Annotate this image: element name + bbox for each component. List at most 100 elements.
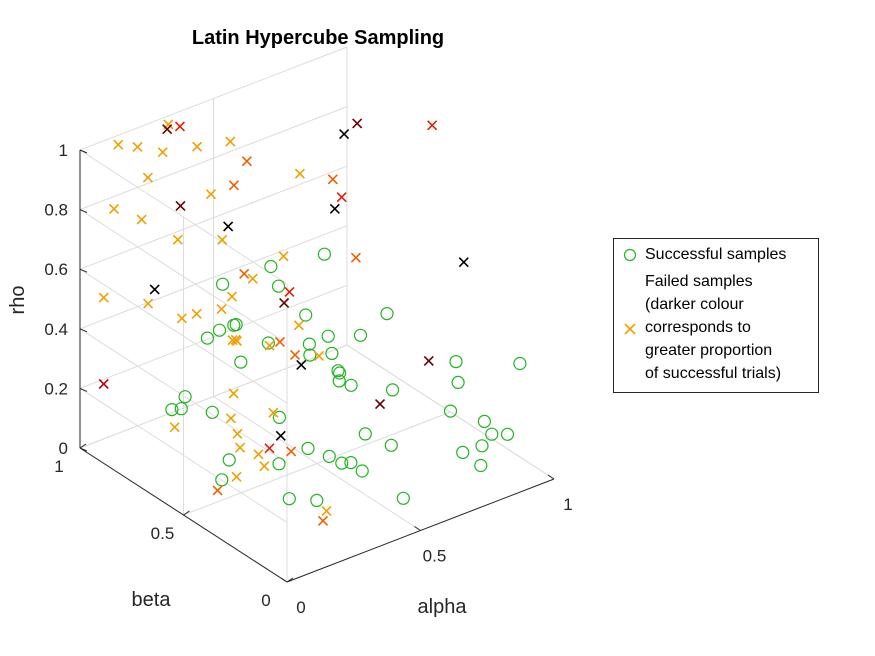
z-axis-label: rho bbox=[7, 286, 29, 315]
success-marker bbox=[485, 427, 499, 441]
success-marker bbox=[317, 247, 331, 261]
failed-marker bbox=[321, 505, 332, 516]
failed-marker bbox=[289, 349, 301, 360]
success-marker bbox=[321, 329, 335, 343]
failed-marker bbox=[227, 335, 238, 346]
x-tick-mark bbox=[414, 526, 421, 531]
z-tick-mark bbox=[79, 387, 88, 392]
grid-line-wall-rho bbox=[79, 46, 348, 151]
z-tick-mark bbox=[79, 328, 88, 333]
failed-marker bbox=[427, 120, 438, 131]
success-marker bbox=[205, 405, 219, 419]
z-tick-mark bbox=[79, 268, 88, 273]
grid-line-wall-rho bbox=[79, 106, 348, 211]
failed-marker bbox=[317, 515, 329, 526]
success-marker bbox=[178, 390, 192, 404]
legend: Successful samples Failed samples (darke… bbox=[613, 238, 819, 393]
x-tick-mark bbox=[547, 474, 555, 480]
failed-marker bbox=[264, 443, 275, 454]
success-marker bbox=[358, 427, 372, 441]
failed-marker bbox=[374, 399, 386, 410]
failed-marker bbox=[225, 136, 236, 147]
success-marker bbox=[384, 438, 398, 452]
z-tick-label: 0 bbox=[59, 439, 68, 458]
success-marker bbox=[456, 445, 470, 459]
failed-marker bbox=[217, 234, 228, 245]
success-marker bbox=[271, 279, 286, 293]
z-tick-mark bbox=[79, 447, 88, 452]
failed-marker bbox=[264, 340, 275, 351]
failed-marker bbox=[191, 308, 202, 319]
success-marker bbox=[264, 259, 278, 274]
success-marker bbox=[513, 356, 527, 371]
grid-line-wall-rho bbox=[79, 328, 288, 464]
failed-marker bbox=[286, 446, 297, 457]
success-marker bbox=[385, 383, 400, 397]
success-marker bbox=[282, 492, 296, 506]
failed-marker bbox=[226, 291, 238, 302]
y-tick-mark bbox=[79, 443, 87, 449]
failed-marker bbox=[293, 320, 304, 331]
failed-marker bbox=[142, 172, 153, 183]
z-tick-label: 0.2 bbox=[44, 379, 68, 398]
success-marker bbox=[174, 402, 188, 416]
failed-marker bbox=[241, 156, 252, 167]
success-marker bbox=[344, 456, 358, 470]
success-marker bbox=[165, 403, 179, 417]
y-tick-label: 0.5 bbox=[151, 524, 175, 543]
success-marker bbox=[396, 491, 410, 505]
grid-line-wall-rho bbox=[79, 387, 288, 523]
failed-marker bbox=[278, 251, 289, 262]
x-tick-label: 0 bbox=[296, 598, 305, 617]
legend-label-failed: Failed samples (darker colour correspond… bbox=[645, 273, 782, 382]
success-marker bbox=[443, 404, 458, 418]
success-marker bbox=[216, 277, 230, 291]
grid-line-wall-rho bbox=[79, 268, 288, 404]
success-marker bbox=[310, 493, 324, 507]
z-tick-label: 0.6 bbox=[44, 260, 68, 279]
failed-marker bbox=[136, 214, 147, 225]
success-marker bbox=[451, 375, 465, 389]
failed-marker bbox=[149, 284, 160, 295]
success-marker bbox=[301, 441, 315, 455]
failed-marker bbox=[279, 297, 290, 308]
z-tick-mark bbox=[79, 209, 88, 214]
failed-marker bbox=[275, 430, 286, 441]
failed-marker bbox=[212, 485, 223, 496]
failed-marker bbox=[132, 141, 143, 153]
success-marker bbox=[500, 427, 515, 441]
failed-marker bbox=[231, 471, 242, 482]
failed-marker bbox=[268, 407, 279, 418]
failed-marker bbox=[192, 141, 203, 152]
failed-marker bbox=[350, 252, 361, 263]
success-marker bbox=[303, 348, 317, 362]
success-marker bbox=[299, 308, 313, 322]
chart-title: Latin Hypercube Sampling bbox=[192, 27, 444, 49]
grid-line-wall-rho bbox=[79, 344, 348, 449]
success-marker bbox=[332, 374, 346, 388]
failed-marker bbox=[313, 350, 325, 362]
failed-marker bbox=[339, 128, 350, 140]
failed-marker bbox=[205, 189, 217, 200]
grid-line-floor-beta bbox=[183, 411, 451, 516]
failed-marker bbox=[294, 168, 305, 179]
grid-layer bbox=[79, 46, 555, 583]
failed-marker bbox=[284, 286, 295, 297]
grid-line-wall-rho bbox=[79, 165, 348, 270]
y-axis-label: beta bbox=[132, 589, 172, 611]
box-edge bbox=[346, 344, 555, 480]
success-marker bbox=[212, 323, 227, 337]
failed-marker bbox=[327, 174, 338, 185]
success-marker bbox=[325, 346, 339, 360]
failed-marker bbox=[157, 147, 168, 158]
failed-marker bbox=[228, 180, 239, 191]
grid-line-wall-rho bbox=[79, 149, 288, 285]
failed-marker bbox=[423, 355, 434, 366]
failed-marker bbox=[296, 359, 307, 370]
failed-marker bbox=[216, 304, 227, 315]
success-marker bbox=[272, 410, 286, 424]
y-tick-mark bbox=[286, 577, 294, 583]
z-tick-mark bbox=[79, 149, 88, 154]
